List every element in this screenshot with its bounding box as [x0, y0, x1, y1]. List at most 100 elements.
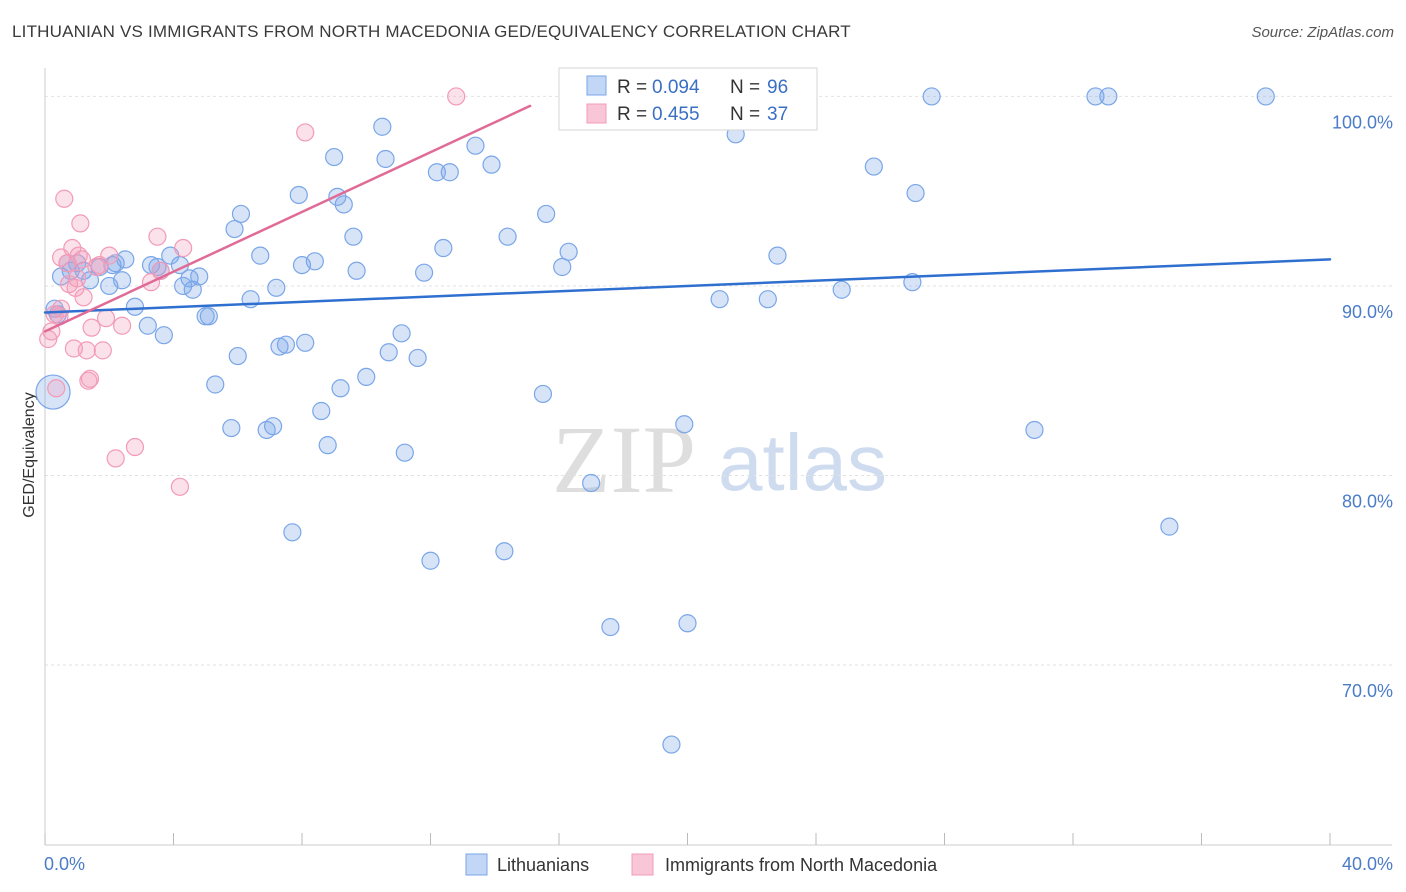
point-lithuanians-56: [408, 348, 427, 368]
point-lithuanians-54: [392, 324, 411, 343]
legend-swatch-north-macedonia: [631, 853, 654, 876]
point-lithuanians-69: [559, 242, 578, 261]
gridlines: [45, 95, 1392, 666]
point-lithuanians-73: [662, 735, 681, 754]
legend-swatch-lithuanians: [465, 853, 488, 876]
legend-label-north-macedonia: Immigrants from North Macedonia: [665, 855, 938, 875]
point-lithuanians-38: [289, 185, 308, 205]
point-north-macedonia-28: [112, 316, 132, 335]
point-north-macedonia-35: [296, 123, 315, 142]
y-tick-label-80: 80.0%: [1342, 491, 1393, 511]
point-lithuanians-86: [922, 87, 941, 106]
point-lithuanians-34: [267, 278, 286, 297]
point-lithuanians-48: [344, 227, 363, 246]
point-lithuanians-40: [296, 333, 315, 352]
point-lithuanians-24: [199, 307, 218, 326]
point-north-macedonia-16: [72, 250, 92, 269]
point-lithuanians-33: [263, 417, 283, 436]
chart-title: LITHUANIAN VS IMMIGRANTS FROM NORTH MACE…: [12, 22, 851, 41]
point-lithuanians-75: [678, 614, 697, 633]
point-lithuanians-68: [553, 257, 572, 277]
y-axis-tick-labels: 70.0% 80.0% 90.0% 100.0%: [1332, 112, 1393, 701]
point-north-macedonia-26: [100, 246, 119, 265]
point-north-macedonia-29: [125, 437, 145, 457]
point-lithuanians-82: [832, 280, 851, 299]
point-lithuanians-53: [379, 343, 398, 362]
stats-n-label-lithuanians: N =: [730, 77, 765, 98]
stats-r-label-lithuanians: R =: [617, 77, 652, 98]
y-tick-label-90: 90.0%: [1342, 302, 1393, 322]
point-north-macedonia-33: [170, 477, 190, 496]
y-axis-label: GED/Equivalency: [21, 392, 38, 517]
point-lithuanians-50: [357, 367, 376, 387]
point-lithuanians-28: [228, 346, 247, 366]
point-north-macedonia-20: [80, 369, 100, 388]
point-north-macedonia-18: [77, 341, 96, 360]
point-lithuanians-65: [498, 227, 517, 246]
x-tick-label-min: 0.0%: [44, 854, 85, 874]
point-north-macedonia-25: [96, 309, 116, 328]
point-north-macedonia-17: [74, 288, 93, 307]
point-lithuanians-35: [270, 337, 289, 356]
point-lithuanians-36: [276, 335, 296, 354]
point-lithuanians-13: [138, 316, 157, 335]
series-north-macedonia-points: [39, 87, 466, 496]
point-lithuanians-70: [582, 473, 601, 493]
point-lithuanians-43: [318, 436, 337, 455]
point-lithuanians-52: [376, 149, 395, 169]
point-north-macedonia-21: [82, 318, 101, 337]
point-lithuanians-89: [1099, 87, 1118, 106]
point-lithuanians-41: [305, 252, 324, 271]
stats-r-label-north-macedonia: R =: [617, 104, 652, 125]
point-north-macedonia-13: [68, 269, 87, 288]
point-lithuanians-83: [864, 157, 883, 176]
stats-n-value-lithuanians: 96: [767, 77, 788, 98]
stats-swatch-lithuanians: [586, 75, 607, 96]
point-lithuanians-60: [434, 238, 453, 258]
point-lithuanians-25: [206, 375, 225, 394]
source-label: Source: ZipAtlas.com: [1251, 24, 1394, 41]
point-lithuanians-90: [1160, 517, 1179, 536]
point-north-macedonia-7: [55, 189, 74, 208]
point-lithuanians-80: [768, 246, 787, 265]
point-lithuanians-66: [533, 384, 553, 404]
point-lithuanians-12: [125, 297, 145, 316]
point-lithuanians-91: [1256, 87, 1275, 106]
point-north-macedonia-15: [71, 214, 90, 233]
point-lithuanians-71: [601, 617, 620, 637]
watermark-atlas: atlas: [718, 418, 887, 507]
point-lithuanians-62: [466, 136, 485, 155]
x-tick-label-max: 40.0%: [1342, 854, 1393, 874]
point-north-macedonia-34: [174, 238, 193, 258]
point-lithuanians-55: [395, 443, 414, 462]
point-lithuanians-22: [190, 267, 209, 286]
stats-r-value-lithuanians: 0.094: [652, 77, 700, 98]
point-lithuanians-42: [312, 401, 331, 421]
point-lithuanians-58: [421, 551, 440, 570]
point-lithuanians-74: [675, 415, 694, 434]
stats-swatch-north-macedonia: [586, 103, 607, 124]
point-lithuanians-61: [440, 163, 459, 182]
point-north-macedonia-31: [148, 227, 167, 246]
point-north-macedonia-27: [106, 449, 125, 468]
stats-n-value-north-macedonia: 37: [767, 104, 788, 125]
point-north-macedonia-24: [93, 341, 112, 360]
point-north-macedonia-22: [87, 257, 106, 277]
point-lithuanians-46: [331, 379, 350, 398]
point-lithuanians-59: [427, 163, 447, 182]
trend-lines: [43, 104, 1332, 333]
point-lithuanians-63: [482, 155, 501, 174]
point-lithuanians-47: [334, 195, 353, 214]
point-lithuanians-0: [35, 374, 71, 410]
point-lithuanians-26: [222, 418, 241, 438]
point-lithuanians-29: [231, 204, 251, 224]
point-lithuanians-85: [906, 183, 925, 203]
x-axis-ticks: [44, 833, 1331, 845]
series-legend: Lithuanians Immigrants from North Macedo…: [465, 853, 938, 876]
point-lithuanians-16: [154, 326, 173, 345]
stats-legend: R = 0.094 N = 96 R = 0.455 N = 37: [558, 67, 818, 131]
point-lithuanians-19: [174, 276, 193, 296]
point-lithuanians-11: [112, 271, 132, 290]
point-lithuanians-9: [106, 254, 125, 273]
